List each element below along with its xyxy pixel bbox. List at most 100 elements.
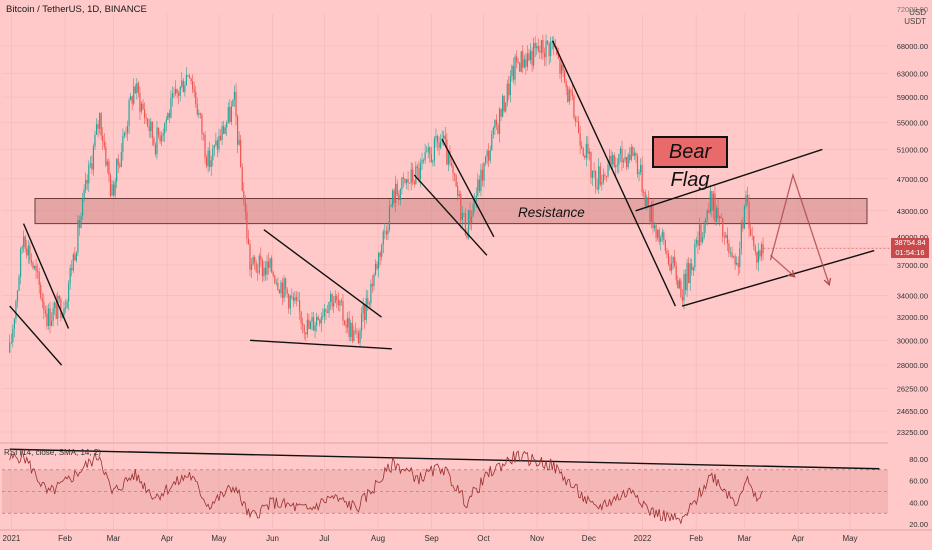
candle-body-358 — [564, 70, 566, 82]
currency-label[interactable]: USD USDT — [904, 8, 926, 26]
candle-body-188 — [300, 311, 302, 324]
candle-body-201 — [320, 317, 322, 324]
candle-body-306 — [483, 162, 485, 181]
candle-body-200 — [319, 319, 321, 324]
candle-body-49 — [85, 180, 87, 190]
candle-body-346 — [545, 40, 547, 58]
candle-body-290 — [458, 194, 460, 196]
rsi-tick-label: 40.00 — [909, 498, 928, 507]
candle-body-331 — [522, 51, 524, 68]
candle-body-341 — [537, 46, 539, 51]
candle-body-271 — [429, 147, 431, 155]
candle-body-182 — [291, 295, 293, 297]
bear-flag-annotation[interactable]: Bear Flag — [652, 136, 728, 191]
candle-body-236 — [374, 263, 377, 275]
candle-body-461 — [723, 236, 725, 238]
trendline-flag-5 — [441, 138, 495, 238]
candle-body-27 — [50, 320, 53, 326]
candle-body-248 — [393, 190, 395, 204]
resistance-zone — [34, 198, 868, 225]
candle-body-63 — [106, 161, 108, 166]
candle-body-425 — [667, 253, 670, 264]
candle-body-476 — [746, 194, 749, 203]
candle-body-34 — [61, 315, 64, 318]
candle-body-466 — [731, 252, 733, 258]
candle-body-135 — [218, 135, 220, 150]
candle-body-318 — [502, 95, 504, 117]
candle-body-237 — [376, 263, 378, 269]
x-tick-label: Oct — [477, 534, 490, 543]
candle-body-427 — [670, 263, 673, 271]
candle-body-66 — [111, 184, 113, 196]
candle-body-78 — [130, 96, 132, 101]
candle-body-16 — [33, 265, 36, 269]
candle-body-313 — [494, 120, 496, 128]
candle-body-275 — [435, 135, 437, 139]
candle-body-336 — [529, 50, 532, 61]
rsi-legend[interactable]: RSI (14, close, SMA, 14, 2) — [4, 448, 101, 457]
candle-body-173 — [277, 282, 279, 290]
candle-body-25 — [47, 308, 50, 326]
candle-body-23 — [44, 310, 46, 314]
candle-body-179 — [286, 288, 288, 294]
candle-body-45 — [78, 219, 81, 228]
candle-body-174 — [278, 289, 281, 294]
candle-body-365 — [574, 117, 577, 122]
candle-body-225 — [357, 332, 360, 343]
candle-body-378 — [595, 171, 597, 188]
candle-body-417 — [655, 225, 657, 238]
candle-body-167 — [267, 261, 270, 268]
candle-body-9 — [23, 236, 25, 247]
candle-body-289 — [457, 186, 459, 196]
trendline-channel-7 — [635, 148, 823, 212]
candle-body-278 — [440, 141, 442, 148]
candle-body-242 — [384, 231, 386, 233]
candle-body-136 — [219, 135, 222, 141]
candle-body-400 — [629, 154, 631, 160]
candle-body-165 — [264, 267, 267, 275]
candle-body-215 — [342, 301, 344, 321]
candle-body-152 — [244, 201, 246, 212]
candle-body-405 — [636, 155, 639, 175]
candle-body-241 — [382, 231, 384, 245]
candle-body-208 — [331, 294, 333, 307]
candle-body-267 — [422, 159, 425, 161]
candle-body-323 — [509, 75, 511, 96]
candle-body-284 — [449, 151, 451, 164]
candle-body-307 — [484, 156, 487, 163]
candle-body-263 — [416, 166, 418, 169]
candle-body-160 — [257, 271, 259, 273]
candle-body-211 — [336, 295, 338, 301]
candle-body-414 — [650, 206, 653, 222]
candle-body-291 — [460, 194, 462, 221]
candle-body-131 — [212, 148, 214, 161]
y-tick-label: 55000.00 — [897, 118, 928, 127]
candle-body-114 — [185, 75, 188, 86]
candle-body-14 — [30, 260, 33, 263]
candle-body-482 — [756, 251, 758, 263]
projection-arrow-alt — [770, 254, 796, 278]
candle-body-262 — [415, 166, 417, 185]
candle-body-439 — [689, 263, 691, 283]
candle-body-309 — [488, 150, 490, 161]
candle-body-376 — [591, 170, 594, 178]
candle-body-325 — [512, 66, 515, 80]
candle-body-196 — [312, 317, 315, 331]
candle-body-12 — [27, 245, 29, 256]
candle-body-194 — [309, 321, 312, 329]
countdown-badge: 01:54:16 — [891, 248, 929, 259]
candle-body-24 — [46, 313, 48, 326]
candle-body-458 — [719, 216, 721, 218]
candle-body-359 — [565, 81, 567, 88]
candle-body-392 — [616, 164, 618, 166]
resistance-annotation[interactable]: Resistance — [518, 205, 585, 220]
candle-body-280 — [443, 135, 445, 139]
candle-body-484 — [759, 250, 761, 257]
candle-body-288 — [455, 175, 457, 187]
candle-body-450 — [706, 210, 708, 220]
candle-body-72 — [120, 151, 122, 167]
candle-body-159 — [255, 262, 257, 272]
candle-body-277 — [438, 142, 440, 148]
candle-body-32 — [58, 295, 60, 299]
